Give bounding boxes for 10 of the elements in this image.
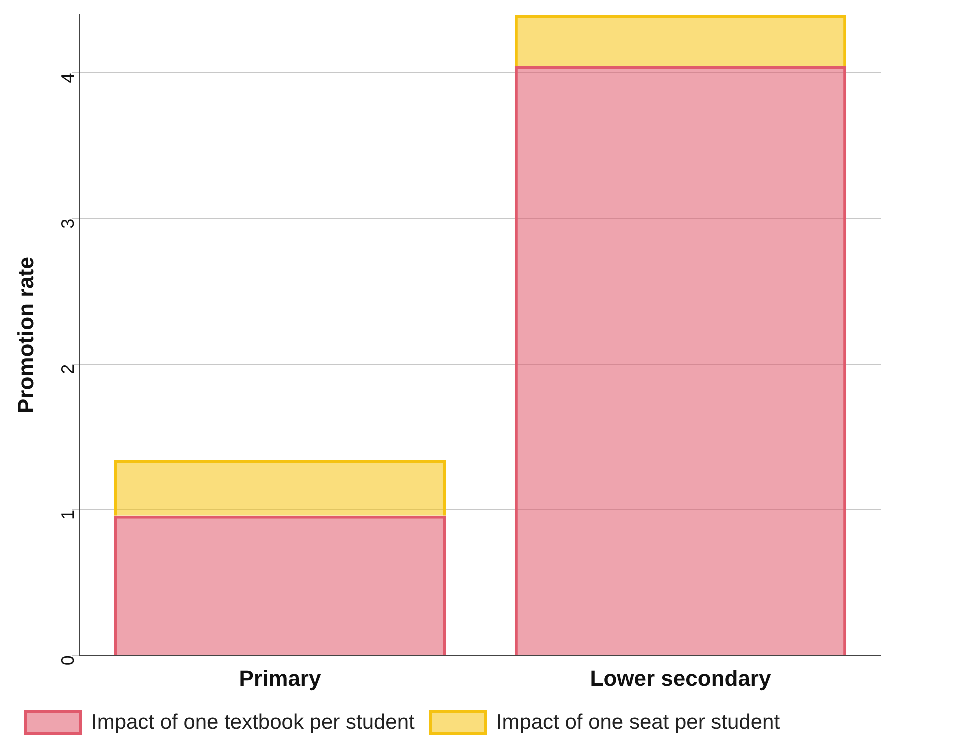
x-tick-label: Lower secondary: [590, 666, 772, 691]
y-tick-label: 3: [58, 218, 78, 229]
x-tick-label: Primary: [239, 666, 322, 691]
y-tick-label: 4: [58, 73, 78, 84]
y-axis-title: Promotion rate: [13, 257, 38, 414]
legend-label: Impact of one seat per student: [496, 710, 780, 734]
legend-label: Impact of one textbook per student: [92, 710, 416, 734]
y-tick-label: 1: [58, 510, 78, 520]
y-tick-label: 2: [58, 364, 78, 374]
y-tick-label: 0: [58, 656, 78, 666]
